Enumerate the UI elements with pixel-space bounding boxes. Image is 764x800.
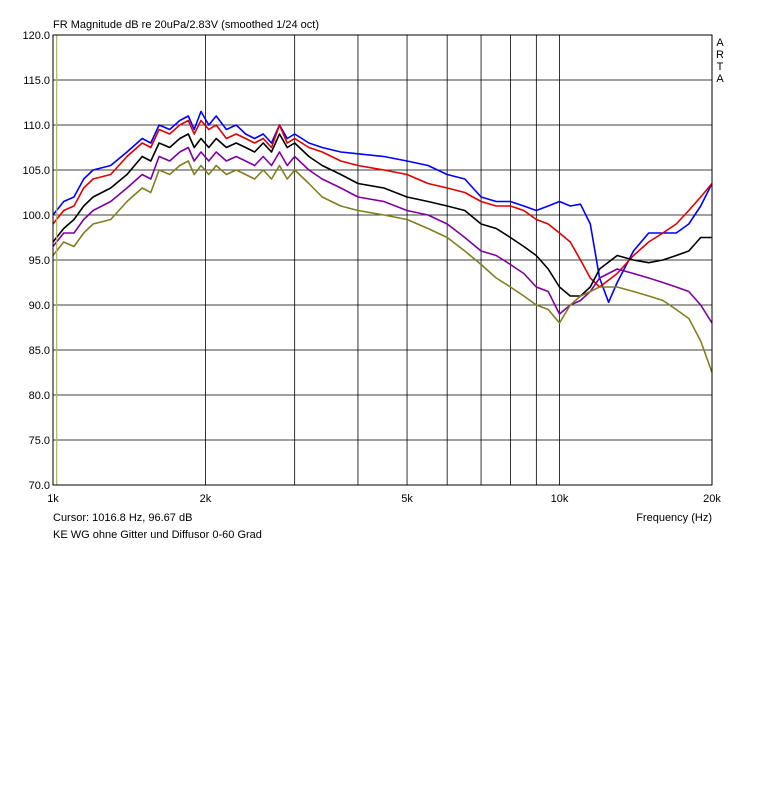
series-line-1 [52,119,713,288]
y-tick-label-10: 70.0 [29,480,50,492]
y-axis-ticks: 120.0 115.0 110.0 105.0 100.0 95.0 90.0 85.0 80.… [22,30,50,492]
series-line-3 [52,146,713,324]
brand-letter-3: A [716,73,724,85]
y-tick-label-2: 110.0 [23,120,50,132]
y-tick-label-6: 90.0 [29,300,50,312]
y-tick-label-5: 95.0 [29,255,50,267]
x-tick-label-3: 10k [551,493,569,505]
x-tick-label-2: 5k [401,493,413,505]
cursor-readout: Cursor: 1016.8 Hz, 96.67 dB [53,512,192,524]
plot-frame [52,34,713,486]
x-tick-label-4: 20k [703,493,721,505]
chart-title: FR Magnitude dB re 20uPa/2.83V (smoothed… [53,19,319,31]
grid [52,34,713,486]
series-line-4 [52,160,713,373]
measurement-note: KE WG ohne Gitter und Diffusor 0-60 Grad [53,529,262,541]
series-line-2 [52,133,712,297]
y-tick-label-3: 105.0 [22,165,50,177]
y-tick-label-7: 85.0 [29,345,50,357]
y-tick-label-1: 115.0 [23,75,50,87]
brand-letter-0: A [716,37,724,49]
brand-letter-2: T [717,61,724,73]
x-tick-label-0: 1k [47,493,59,505]
brand-letter-1: R [716,49,724,61]
x-tick-label-1: 2k [200,493,212,505]
y-tick-label-8: 80.0 [29,390,50,402]
series-layer [52,110,713,373]
y-tick-label-4: 100.0 [22,210,50,222]
x-axis-label: Frequency (Hz) [636,512,712,524]
x-axis-ticks: 1k 2k 5k 10k 20k [47,493,721,505]
series-line-0 [52,110,713,304]
y-tick-label-9: 75.0 [29,435,50,447]
y-tick-label-0: 120.0 [22,30,50,42]
